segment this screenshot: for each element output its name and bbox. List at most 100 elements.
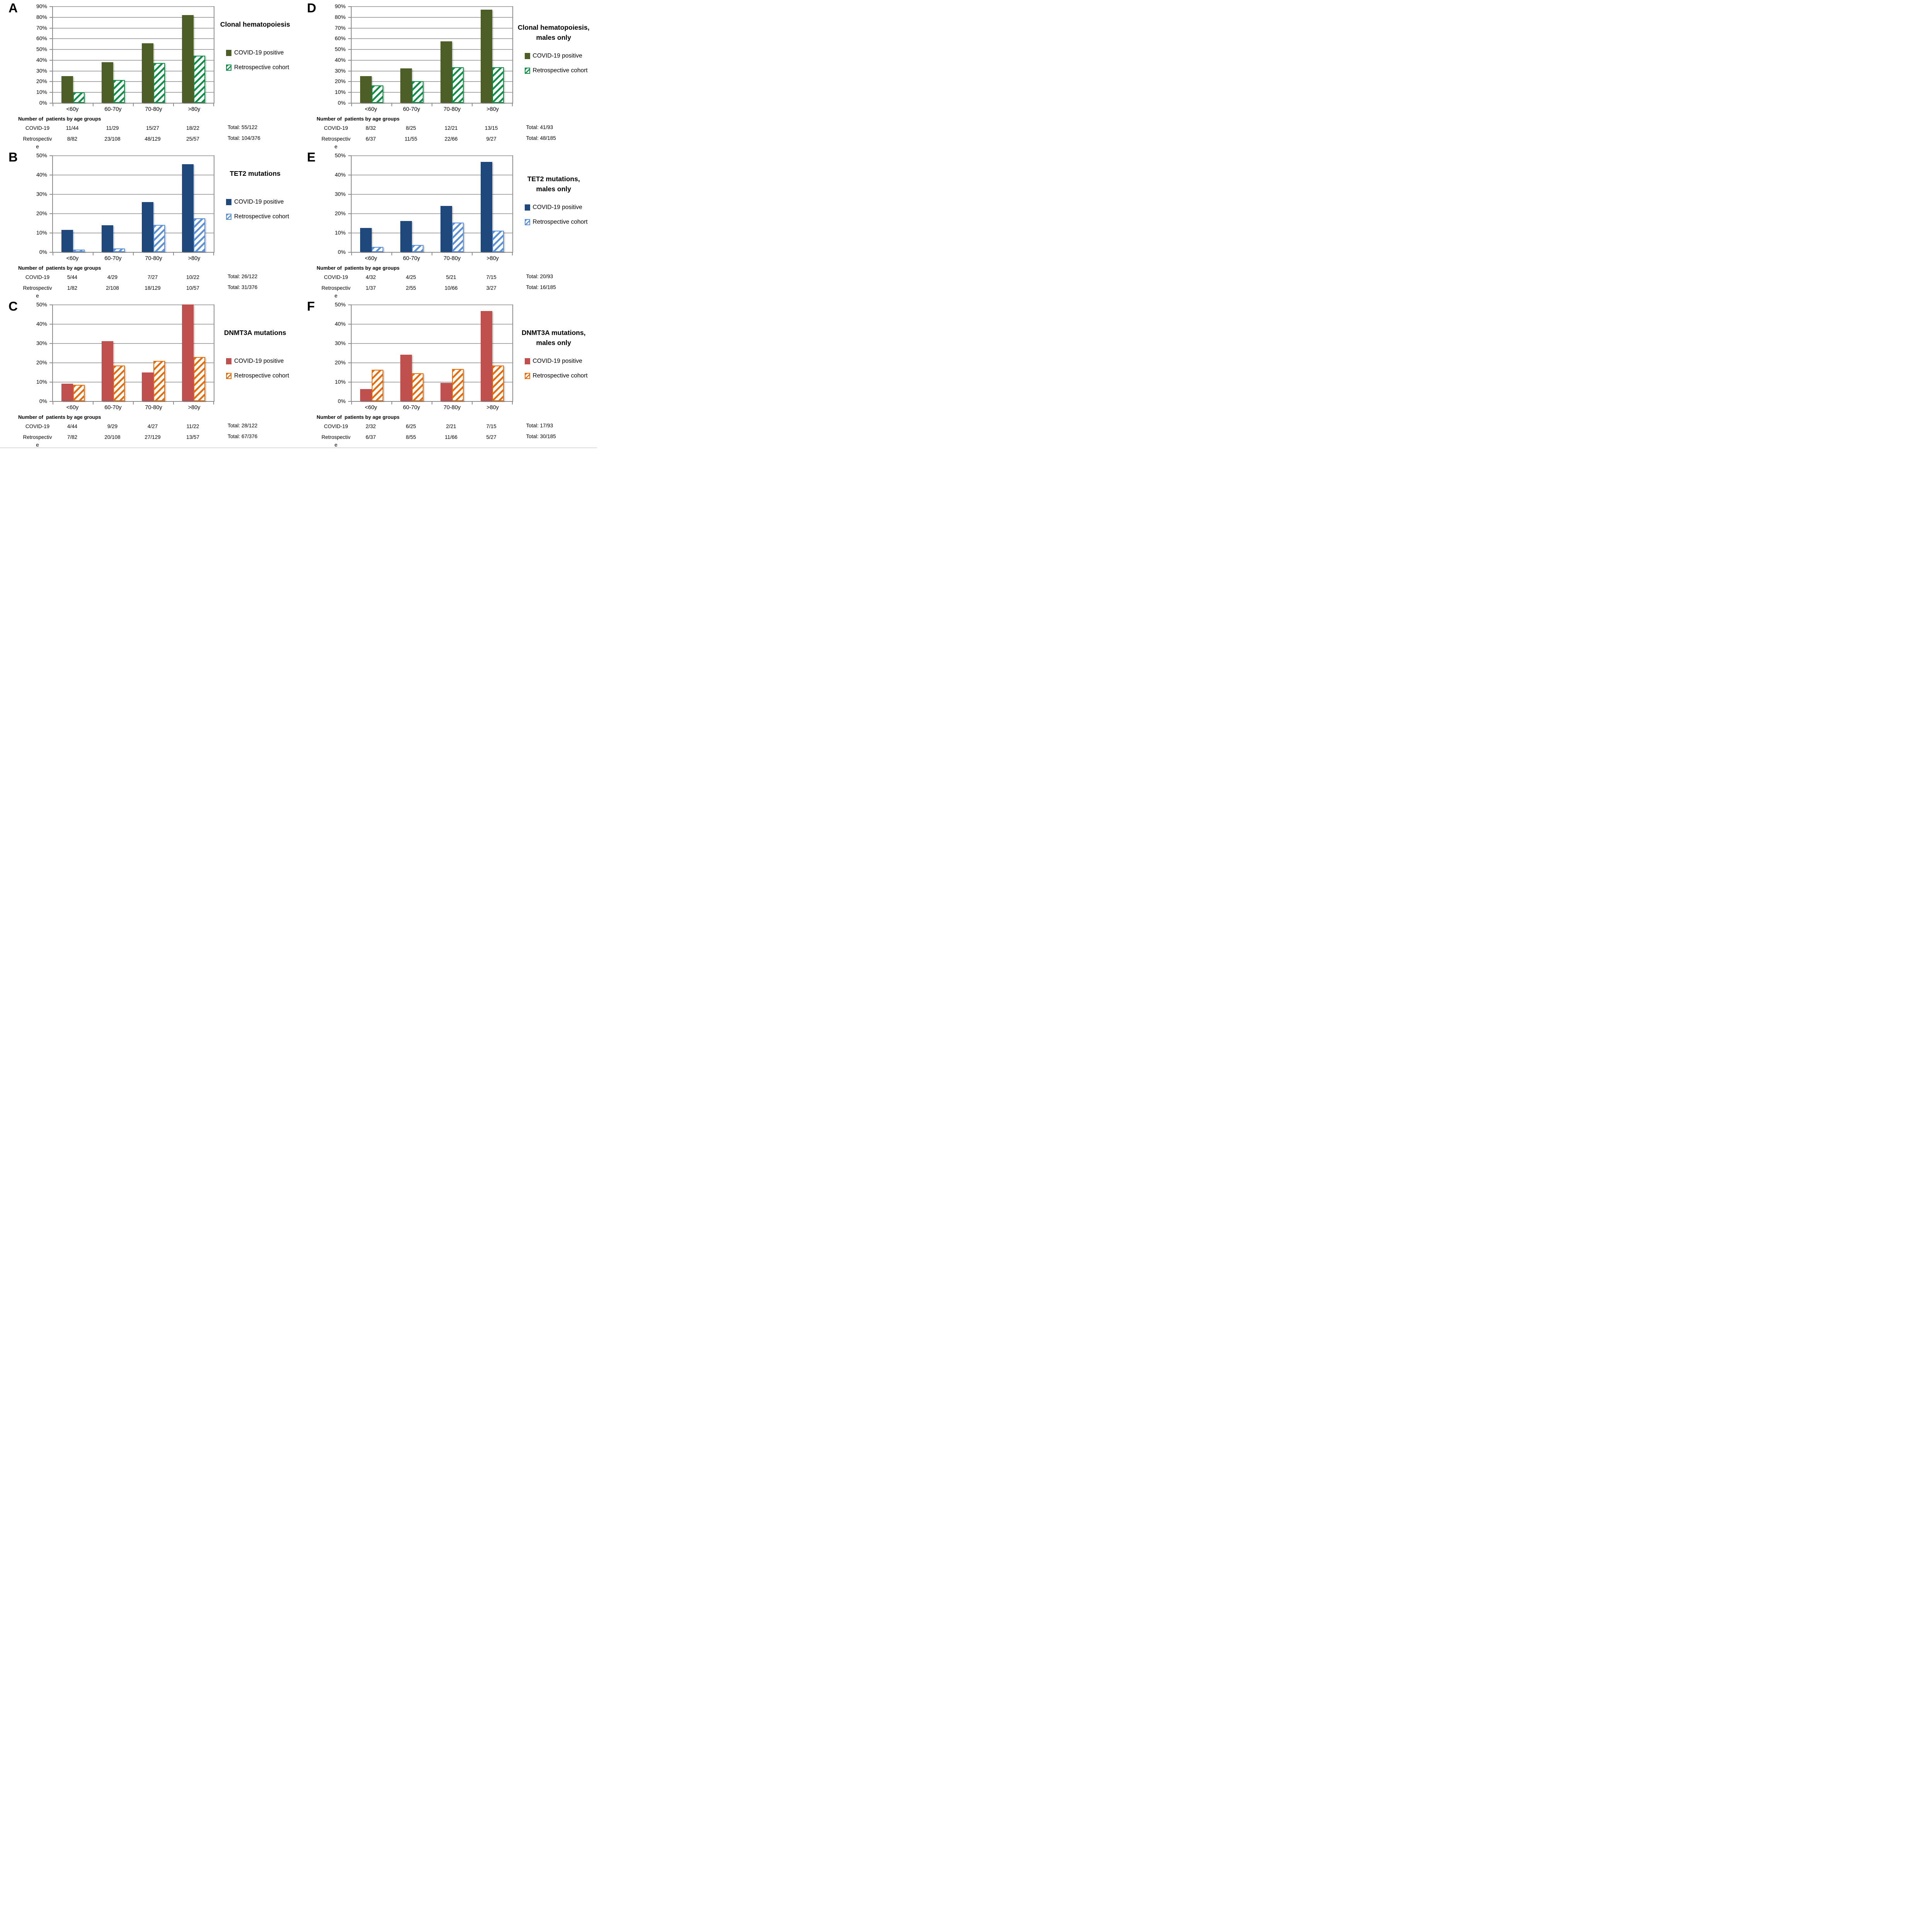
row-label-covid: COVID-19 [324,125,348,131]
bar-retrospective-70-80y [153,63,165,103]
gridline [351,60,512,61]
x-axis-tick [351,402,352,405]
legend-item-retrospective: Retrospective cohort [226,213,289,220]
panel-A: A 90% 80% 70% 60% 50% 40% 30% 20% 10% 0% <60y 60-70y… [0,0,299,150]
bar-retrospective-<60y [371,247,383,252]
gridline [351,213,512,214]
y-tick-label: 10% [335,89,346,95]
chart-title-line: males only [536,185,571,193]
bar-retrospective->80y [492,230,504,252]
legend-label: COVID-19 positive [234,49,284,56]
gridline [53,17,214,18]
count-cell: 4/32 [366,274,376,280]
count-cell: 5/27 [486,434,497,440]
bar-covid-60-70y [400,68,412,103]
count-cell: 9/29 [107,423,118,429]
bar-retrospective-60-70y [113,365,125,401]
x-category-label: >80y [486,106,499,112]
x-axis-tick [471,402,473,405]
legend-label: Retrospective cohort [234,64,289,71]
legend-label: COVID-19 positive [532,53,582,59]
bar-retrospective-<60y [73,384,85,401]
chart-title: TET2 mutations, males only [512,174,596,194]
y-axis-tick [49,49,52,50]
y-tick-label: 30% [335,340,346,346]
x-category-label: 60-70y [403,106,420,112]
bar-retrospective-60-70y [113,80,125,103]
x-axis-tick [213,253,214,255]
bar-covid-<60y [61,76,73,103]
plot-area [49,6,214,106]
y-tick-label: 50% [36,152,47,158]
bar-covid-70-80y [142,202,153,252]
count-cell: 6/37 [366,136,376,142]
count-cell: 7/15 [486,274,497,280]
bar-retrospective-<60y [73,92,85,103]
gridline [53,155,214,156]
x-axis-tick [173,402,174,405]
count-cell: 23/108 [104,136,121,142]
y-tick-label: 20% [335,359,346,366]
x-axis-labels: <60y 60-70y 70-80y >80y [351,405,513,411]
bar-covid->80y [480,162,492,252]
x-category-label: 70-80y [443,405,461,411]
covid-solid-swatch-icon [524,204,530,211]
x-axis-tick [512,402,513,405]
gridline [53,27,214,29]
chart-title: Clonal hematopoiesis, males only [512,22,596,43]
y-axis-tick [49,362,52,363]
y-tick-label: 30% [36,340,47,346]
legend-label: Retrospective cohort [532,219,588,225]
x-axis-labels: <60y 60-70y 70-80y >80y [52,255,214,262]
count-cell: 5/44 [67,274,78,280]
bar-retrospective-70-80y [452,369,464,401]
count-cell: 11/29 [106,125,119,131]
count-cell: 4/29 [107,274,118,280]
y-axis-tick [49,304,52,305]
legend-item-covid: COVID-19 positive [226,358,284,365]
covid-solid-swatch-icon [524,53,530,59]
x-axis-tick [351,104,352,106]
chart-title-line: Clonal hematopoiesis [220,20,290,28]
x-axis-tick [471,104,473,106]
count-cell: 3/27 [486,285,497,291]
row-label-covid: COVID-19 [324,274,348,280]
row-total-retrospective: Total: 48/185 [526,135,556,141]
x-category-label: <60y [365,106,377,112]
count-cell: 22/66 [444,136,458,142]
chart-title-line: males only [536,34,571,42]
bar-covid-70-80y [142,372,153,401]
gridline [53,60,214,61]
bar-retrospective-70-80y [452,223,464,252]
gridline [53,324,214,325]
chart-title: DNMT3A mutations, males only [512,328,596,348]
legend-item-covid: COVID-19 positive [524,53,582,60]
bar-retrospective->80y [194,357,205,401]
y-axis-tick [348,252,351,253]
x-category-label: 60-70y [403,255,420,262]
x-category-label: 70-80y [145,405,162,411]
gridline [351,324,512,325]
legend-item-covid: COVID-19 positive [524,204,582,211]
count-cell: 1/37 [366,285,376,291]
y-tick-label: 20% [36,210,47,216]
bar-retrospective-<60y [73,250,85,252]
y-tick-label: 0% [338,249,346,255]
covid-solid-swatch-icon [226,50,231,56]
y-tick-label: 60% [36,35,47,42]
gridline [53,49,214,50]
y-tick-label: 20% [335,210,346,216]
row-label-retrospective: Retrospective [321,434,351,448]
y-tick-label: 0% [39,398,47,404]
bar-covid-<60y [61,230,73,252]
x-axis-tick [512,104,513,106]
legend-item-retrospective: Retrospective cohort [524,219,588,226]
x-axis-tick [391,104,392,106]
x-category-label: 70-80y [145,106,162,112]
x-axis-labels: <60y 60-70y 70-80y >80y [52,106,214,112]
count-cell: 2/55 [406,285,416,291]
bar-retrospective-70-80y [153,225,165,252]
legend-label: Retrospective cohort [234,372,289,379]
y-axis-tick [49,194,52,195]
bar-covid-70-80y [440,383,452,401]
